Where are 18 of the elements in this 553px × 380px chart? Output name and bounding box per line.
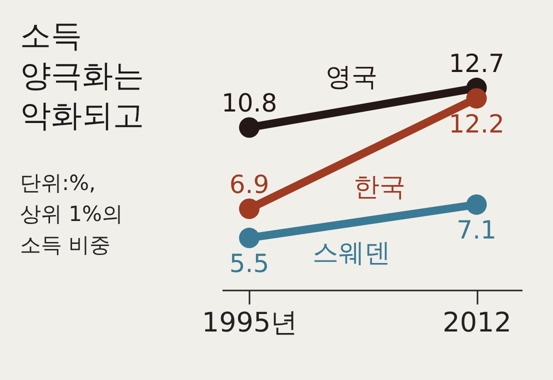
- point: [239, 117, 260, 138]
- series-label: 스웨덴: [312, 238, 391, 268]
- data-label: 5.5: [229, 248, 270, 278]
- data-label: 10.8: [221, 88, 278, 118]
- series-label: 영국: [326, 62, 378, 93]
- data-label: 6.9: [229, 170, 270, 199]
- data-label: 12.7: [448, 48, 504, 78]
- data-label: 12.2: [448, 109, 504, 138]
- text: 단위:%, 상위 1%의 소득 비중: [20, 170, 123, 259]
- x-tick-label: 1995년: [202, 308, 298, 338]
- point: [466, 194, 487, 215]
- point: [239, 198, 260, 219]
- series-label: 한국: [354, 172, 406, 203]
- x-tick-label: 2012: [442, 308, 512, 338]
- data-label: 7.1: [456, 216, 496, 245]
- point: [239, 228, 260, 248]
- chart-title: 소득 양극화는 악화되고: [20, 17, 144, 136]
- point: [466, 88, 487, 109]
